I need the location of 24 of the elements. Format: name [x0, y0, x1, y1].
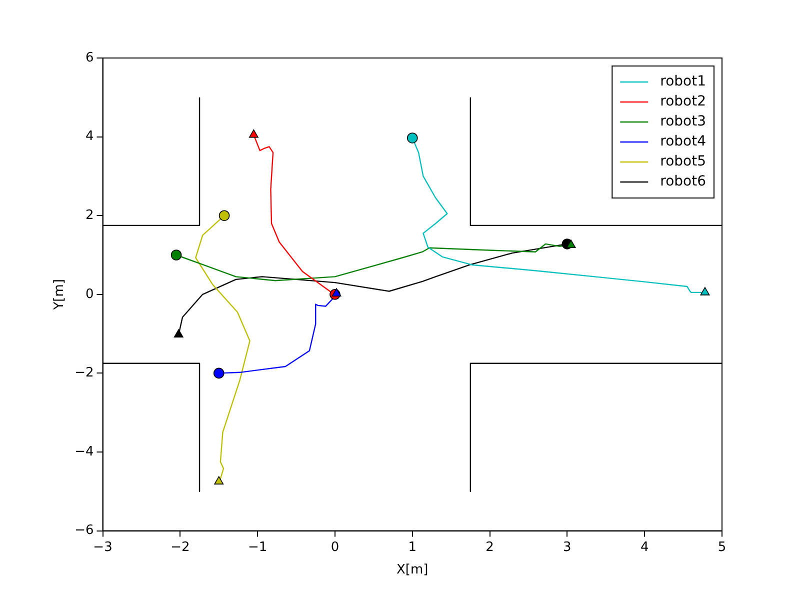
x-tick-label: 3: [563, 540, 572, 555]
legend-label: robot2: [660, 94, 706, 110]
y-tick-label: −6: [74, 523, 94, 538]
x-axis-title: X[m]: [396, 562, 428, 578]
x-tick-label: −1: [248, 540, 268, 555]
x-tick-label: −3: [93, 540, 112, 555]
x-tick-label: 1: [408, 540, 417, 555]
legend-label: robot1: [660, 74, 706, 90]
legend-label: robot5: [660, 154, 706, 170]
y-tick-label: 6: [85, 50, 94, 66]
x-tick-label: 5: [718, 540, 726, 555]
x-tick-label: 2: [486, 540, 494, 555]
y-tick-label: 2: [85, 208, 94, 223]
legend-label: robot4: [660, 134, 706, 150]
y-tick-label: 0: [85, 286, 94, 302]
x-tick-label: 4: [640, 540, 649, 555]
y-axis-title: Y[m]: [52, 279, 68, 311]
y-tick-label: 4: [85, 129, 94, 144]
legend-label: robot3: [660, 114, 706, 130]
y-tick-label: −2: [74, 366, 94, 381]
y-tick-label: −4: [74, 444, 94, 460]
x-tick-label: 0: [330, 540, 340, 555]
legend-label: robot6: [660, 174, 706, 190]
x-tick-label: −2: [170, 540, 190, 555]
